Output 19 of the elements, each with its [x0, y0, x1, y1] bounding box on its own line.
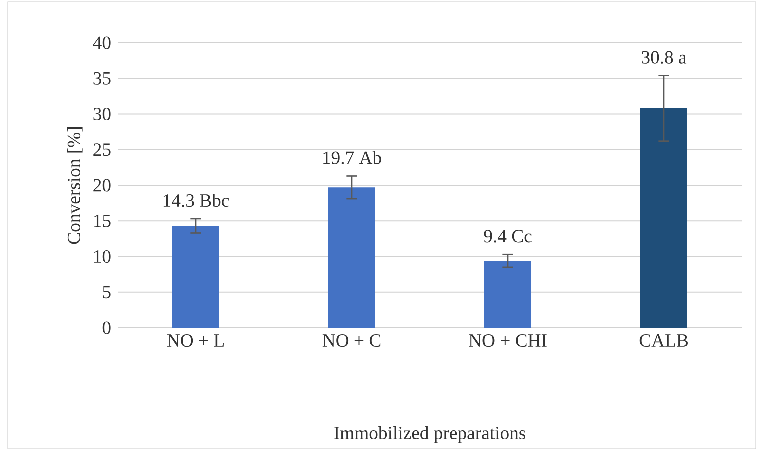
data-label: 19.7 Ab — [324, 151, 382, 164]
y-tick-label: 20 — [94, 179, 111, 192]
y-tick-label: 35 — [94, 72, 111, 85]
y-tick-label: 0 — [102, 322, 111, 334]
y-tick-label: 5 — [103, 286, 111, 299]
y-axis-title: Conversion [%] — [67, 128, 83, 244]
data-label: 14.3 Bbc — [164, 194, 230, 208]
x-axis-title: Immobilized preparations — [334, 426, 526, 444]
y-tick-label: 15 — [94, 214, 111, 228]
y-tick-label: 30 — [94, 108, 111, 121]
y-tick-label: 40 — [93, 36, 111, 50]
x-tick-label: CALB — [640, 334, 688, 348]
data-label: 9.4 Cc — [484, 230, 532, 243]
y-tick-label: 25 — [94, 144, 111, 156]
x-tick-label: NO + L — [167, 334, 224, 348]
x-tick-label: NO + CHI — [469, 334, 547, 348]
y-tick-label: 10 — [94, 250, 111, 264]
data-label: 30.8 a — [642, 51, 687, 64]
x-tick-label: NO + C — [322, 334, 381, 348]
